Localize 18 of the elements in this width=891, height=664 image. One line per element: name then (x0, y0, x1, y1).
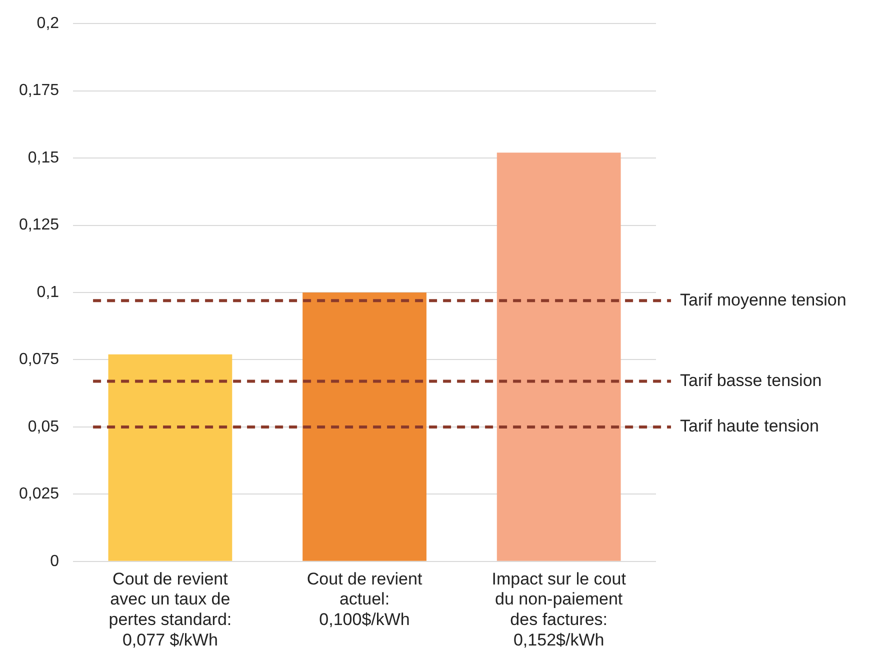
y-tick-label: 0,175 (18, 82, 60, 100)
y-tick-label: 0,075 (18, 351, 60, 368)
y-tick-label: 0,125 (18, 216, 60, 234)
y-tick-label: 0 (50, 552, 60, 570)
bar (302, 292, 426, 561)
x-tick-label: Cout de revient avec un taux de pertes standard: 0,077 $/kWh (108, 569, 232, 650)
y-tick-label: 0,2 (36, 15, 60, 32)
ref-line-label: Tarif haute tension (680, 416, 819, 436)
y-tick-label: 0,05 (28, 418, 60, 436)
x-tick-label: Cout de revient actuel: 0,100$/kWh (306, 569, 422, 630)
y-tick-label: 0,1 (36, 284, 60, 301)
y-tick-label: 0,025 (18, 486, 60, 503)
ref-line-label: Tarif basse tension (680, 370, 822, 390)
x-tick-label: Impact sur le cout du non-paiement des factures: 0,152$/kWh (492, 569, 626, 650)
bar (108, 354, 232, 561)
ref-line-label: Tarif moyenne tension (680, 290, 846, 310)
y-tick-label: 0,15 (28, 149, 60, 166)
bar (496, 152, 621, 561)
